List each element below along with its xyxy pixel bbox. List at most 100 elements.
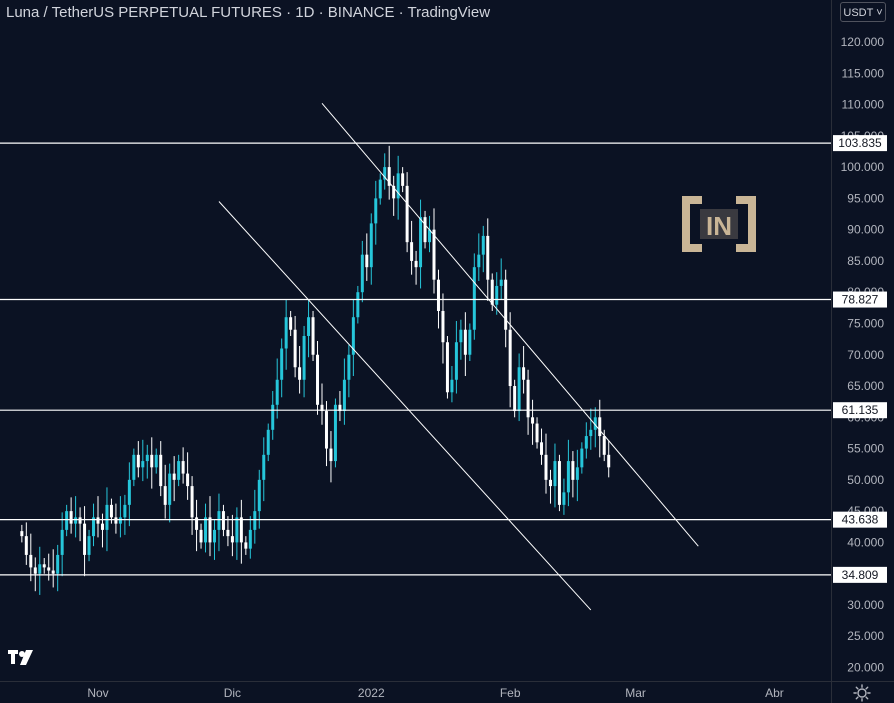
candle-down (508, 329, 512, 387)
candle-up (584, 436, 588, 449)
candle-up (450, 379, 454, 393)
candle-down (29, 554, 33, 568)
y-tick-label: 20.000 (847, 661, 884, 675)
candle-down (463, 329, 467, 355)
y-tick-label: 100.000 (841, 160, 885, 174)
y-tick-label: 55.000 (847, 442, 884, 456)
candle-down (607, 454, 611, 468)
candle-up (472, 267, 476, 330)
candle-up (481, 235, 485, 255)
candle-up (262, 454, 266, 480)
chart-title: Luna / TetherUS PERPETUAL FUTURES · 1D ·… (6, 4, 491, 21)
candle-down (100, 523, 104, 530)
candle-up (383, 167, 387, 180)
candle-up (177, 461, 181, 480)
x-tick-label: Nov (87, 686, 108, 700)
level-price-label: 34.809 (842, 568, 879, 582)
candle-down (226, 529, 230, 537)
level-price-label: 43.638 (842, 513, 879, 527)
candle-up (589, 429, 593, 437)
level-price-badge (833, 291, 887, 308)
candle-down (522, 367, 526, 380)
level-price-label: 61.135 (842, 403, 879, 417)
candle-down (96, 517, 100, 524)
candle-down (69, 511, 73, 524)
candle-down (163, 486, 167, 505)
candle-down (136, 454, 140, 468)
y-tick-label: 90.000 (847, 223, 884, 237)
candle-down (387, 167, 391, 186)
candle-up (517, 367, 521, 412)
candle-down (486, 235, 490, 280)
candle-down (436, 279, 440, 311)
candle-down (338, 404, 342, 412)
candle-up (428, 229, 432, 243)
candle-down (33, 567, 37, 574)
candle-down (602, 436, 606, 455)
candle-up (141, 461, 145, 468)
candle-up (454, 342, 458, 380)
candle-up (495, 285, 499, 305)
candle-up (459, 329, 463, 343)
candle-up (351, 317, 355, 355)
candle-up (38, 564, 42, 574)
candle-up (204, 517, 208, 543)
candle-down (432, 229, 436, 280)
candle-up (87, 536, 91, 555)
candle-down (513, 386, 517, 412)
candle-down (78, 517, 82, 524)
y-tick-label: 40.000 (847, 535, 884, 549)
candle-down (548, 479, 552, 487)
candle-down (571, 461, 575, 480)
candle-up (284, 317, 288, 349)
candle-down (83, 523, 87, 555)
candle-up (248, 529, 252, 549)
candle-down (109, 504, 113, 518)
candle-up (378, 179, 382, 199)
candle-up (369, 223, 373, 268)
candle-down (405, 185, 409, 243)
candle-down (181, 461, 185, 474)
watermark-text: IN (706, 211, 732, 241)
candle-down (557, 461, 561, 505)
candle-up (360, 254, 364, 293)
candle-up (566, 461, 570, 493)
candle-down (414, 260, 418, 268)
currency-label: USDT (843, 7, 874, 19)
candle-up (127, 479, 131, 505)
candle-down (20, 531, 24, 537)
candle-down (51, 570, 55, 574)
candle-up (575, 467, 579, 480)
candle-up (553, 461, 557, 487)
candle-down (490, 279, 494, 305)
candle-up (212, 529, 216, 543)
currency-selector[interactable]: USDT ˅ (840, 2, 886, 22)
trendline (218, 201, 592, 611)
y-tick-label: 120.000 (841, 35, 885, 49)
candle-up (105, 504, 109, 530)
candle-down (365, 254, 369, 268)
candle-down (324, 411, 328, 449)
candle-down (239, 517, 243, 543)
candle-up (562, 492, 566, 505)
tradingview-logo-icon[interactable] (7, 648, 35, 668)
candle-up (253, 511, 257, 530)
candle-down (47, 567, 51, 571)
level-price-label: 78.827 (842, 293, 879, 307)
candle-down (410, 242, 414, 261)
candle-down (423, 217, 427, 243)
candle-down (445, 342, 449, 393)
candle-down (504, 279, 508, 330)
candle-up (356, 292, 360, 318)
candle-up (419, 217, 423, 268)
settings-gear-icon[interactable] (853, 684, 871, 702)
candle-down (190, 486, 194, 518)
candle-up (217, 511, 221, 530)
candle-down (540, 442, 544, 455)
y-tick-label: 25.000 (847, 629, 884, 643)
candle-down (298, 367, 302, 380)
x-tick-label: Mar (625, 686, 646, 700)
candle-up (347, 354, 351, 380)
